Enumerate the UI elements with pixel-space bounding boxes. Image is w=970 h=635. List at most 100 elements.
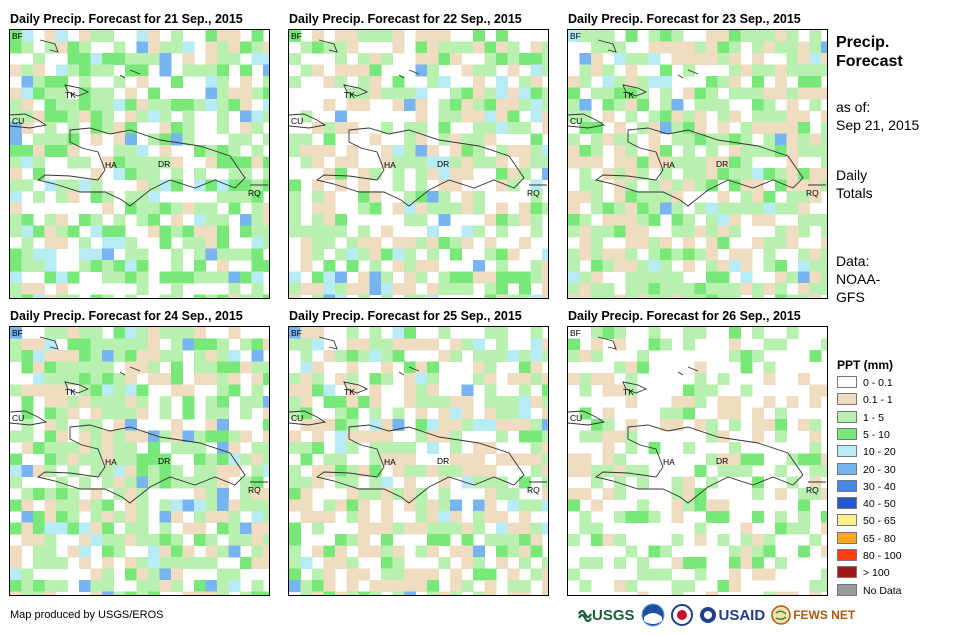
precip-cell	[171, 327, 183, 339]
precip-cell	[821, 283, 827, 295]
precip-cell	[530, 99, 543, 111]
precip-cell	[602, 168, 615, 180]
precip-cell	[335, 465, 347, 477]
precip-cell	[602, 133, 615, 146]
coastline	[594, 127, 804, 207]
precip-cell	[217, 53, 229, 65]
precip-cell	[300, 350, 313, 362]
precip-cell	[56, 271, 68, 284]
precip-cell	[159, 557, 172, 569]
precip-cell	[136, 179, 149, 192]
legend-label: 30 - 40	[863, 480, 896, 493]
precip-cell	[591, 430, 603, 443]
precip-cell	[427, 430, 439, 443]
precip-cell	[182, 442, 195, 454]
precip-cell	[300, 283, 313, 295]
precip-cell	[648, 202, 661, 215]
daily-label: Daily	[836, 167, 868, 183]
precip-cell	[671, 99, 684, 111]
precip-cell	[251, 179, 264, 192]
precip-cell	[404, 522, 416, 535]
precip-cell	[404, 214, 416, 226]
precip-cell	[717, 122, 730, 134]
precip-cell	[427, 545, 439, 558]
precip-cell	[530, 294, 543, 298]
precip-cell	[217, 430, 229, 443]
precip-cell	[44, 179, 57, 192]
precip-cell	[404, 373, 416, 385]
precip-cell	[323, 99, 336, 111]
precip-cell	[10, 430, 22, 443]
precip-cell	[171, 122, 183, 134]
precip-cell	[148, 557, 160, 569]
precip-cell	[79, 499, 91, 512]
precip-cell	[67, 271, 80, 284]
precip-cell	[648, 271, 661, 284]
precip-cell	[335, 53, 347, 65]
precip-cell	[346, 237, 359, 249]
precip-cell	[125, 327, 137, 339]
precip-cell	[821, 453, 827, 466]
precip-cell	[182, 237, 195, 249]
precip-cell	[79, 64, 91, 77]
precip-cell	[798, 41, 810, 54]
precip-cell	[706, 99, 718, 111]
precip-cell	[671, 476, 684, 489]
precip-cell	[821, 271, 827, 284]
precip-cell	[217, 338, 229, 351]
precip-cell	[671, 580, 684, 592]
precip-cell	[102, 453, 114, 466]
precip-cell	[775, 419, 787, 431]
precip-cell	[228, 99, 241, 111]
coastline	[343, 84, 369, 97]
precip-cell	[392, 442, 405, 454]
precip-cell	[182, 396, 195, 408]
precip-cell	[415, 156, 428, 169]
precip-cell	[415, 110, 428, 123]
precip-cell	[519, 476, 531, 489]
precip-cell	[102, 260, 114, 272]
precip-cell	[312, 373, 324, 385]
country-label-tk: TK	[65, 90, 76, 100]
precip-cell	[542, 145, 548, 157]
precip-cell	[671, 534, 684, 546]
precip-cell	[79, 53, 91, 65]
precip-cell	[625, 511, 638, 523]
precip-cell	[660, 294, 672, 298]
precip-cell	[614, 488, 626, 500]
precip-cell	[568, 453, 580, 466]
precip-cell	[21, 384, 34, 397]
precip-cell	[194, 442, 206, 454]
precip-cell	[706, 237, 718, 249]
precip-cell	[289, 499, 301, 512]
precip-cell	[450, 237, 462, 249]
precip-cell	[136, 407, 149, 420]
legend-label: > 100	[863, 567, 890, 580]
precip-cell	[182, 64, 195, 77]
precip-cell	[752, 145, 764, 157]
precip-cell	[263, 99, 269, 111]
precip-cell	[809, 488, 822, 500]
precip-cell	[637, 225, 649, 238]
precip-cell	[33, 168, 45, 180]
precip-cell	[33, 488, 45, 500]
precip-cell	[591, 557, 603, 569]
precip-cell	[125, 53, 137, 65]
precip-cell	[752, 110, 764, 123]
precip-cell	[706, 430, 718, 443]
precip-cell	[136, 465, 149, 477]
precip-cell	[228, 327, 241, 339]
precip-cell	[56, 522, 68, 535]
fewsnet-logo: FEWS NET	[771, 605, 855, 625]
country-label-dr: DR	[158, 456, 170, 466]
precip-cell	[519, 396, 531, 408]
precip-cell	[300, 488, 313, 500]
precip-cell	[33, 591, 45, 595]
precip-cell	[614, 145, 626, 157]
precip-cell	[300, 442, 313, 454]
precip-cell	[217, 99, 229, 111]
precip-cell	[786, 237, 799, 249]
precip-cell	[67, 442, 80, 454]
precip-cell	[473, 41, 485, 54]
precip-cell	[821, 145, 827, 157]
